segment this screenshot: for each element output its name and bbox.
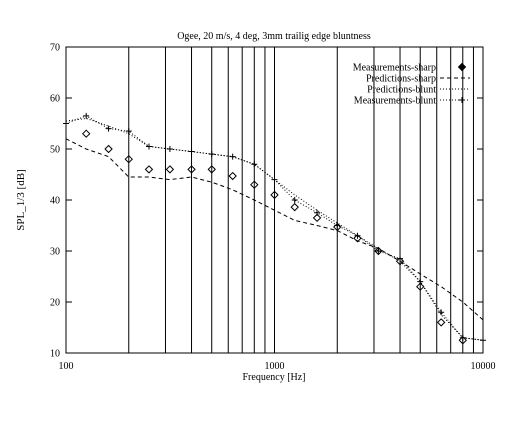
legend-label: Predictions-blunt bbox=[367, 85, 436, 96]
marker bbox=[145, 143, 152, 150]
y-tick-label: 50 bbox=[50, 145, 60, 156]
marker bbox=[375, 248, 382, 254]
marker bbox=[354, 232, 361, 239]
marker bbox=[458, 336, 468, 345]
marker bbox=[438, 309, 445, 316]
marker bbox=[63, 120, 69, 127]
legend-swatch bbox=[457, 62, 467, 72]
marker bbox=[187, 165, 196, 174]
legend-swatch bbox=[459, 97, 465, 103]
marker bbox=[459, 334, 466, 341]
legend-label: Measurements-sharp bbox=[353, 63, 436, 74]
marker bbox=[250, 180, 259, 189]
y-tick-label: 30 bbox=[50, 247, 60, 258]
marker bbox=[207, 165, 216, 174]
marker bbox=[144, 165, 154, 174]
marker bbox=[228, 171, 237, 181]
marker bbox=[334, 222, 341, 229]
marker bbox=[291, 197, 298, 203]
marker bbox=[353, 234, 362, 243]
series-line bbox=[65, 138, 484, 321]
marker bbox=[124, 154, 133, 164]
marker bbox=[290, 202, 299, 212]
marker bbox=[165, 165, 175, 174]
marker bbox=[417, 278, 424, 285]
marker bbox=[270, 190, 279, 200]
y-tick-label: 10 bbox=[50, 349, 60, 360]
marker bbox=[374, 246, 383, 256]
marker bbox=[436, 318, 446, 327]
y-tick-label: 20 bbox=[50, 298, 60, 309]
y-tick-label: 70 bbox=[50, 43, 60, 54]
x-tick-label: 10000 bbox=[471, 361, 496, 372]
marker bbox=[480, 337, 486, 344]
marker bbox=[83, 112, 90, 119]
y-tick-label: 40 bbox=[50, 196, 60, 207]
chart-title: Ogee, 20 m/s, 4 deg, 3mm trailig edge bl… bbox=[177, 31, 371, 42]
y-tick-label: 60 bbox=[50, 94, 60, 105]
marker bbox=[166, 146, 173, 152]
marker bbox=[314, 209, 321, 216]
marker bbox=[251, 161, 258, 168]
marker bbox=[188, 148, 195, 155]
marker bbox=[104, 144, 113, 154]
marker bbox=[105, 125, 112, 132]
marker bbox=[271, 176, 278, 183]
legend-label: Predictions-sharp bbox=[366, 74, 436, 85]
x-tick-label: 100 bbox=[59, 361, 74, 372]
marker bbox=[312, 213, 322, 223]
x-axis-label: Frequency [Hz] bbox=[242, 372, 305, 383]
legend-label: Measurements-blunt bbox=[354, 96, 436, 107]
x-tick-label: 1000 bbox=[265, 361, 285, 372]
marker bbox=[81, 129, 91, 138]
marker bbox=[397, 255, 404, 262]
y-axis-label: SPL_1/3 [dB] bbox=[15, 169, 27, 230]
marker bbox=[229, 153, 236, 160]
marker bbox=[125, 128, 132, 135]
marker bbox=[208, 151, 215, 158]
